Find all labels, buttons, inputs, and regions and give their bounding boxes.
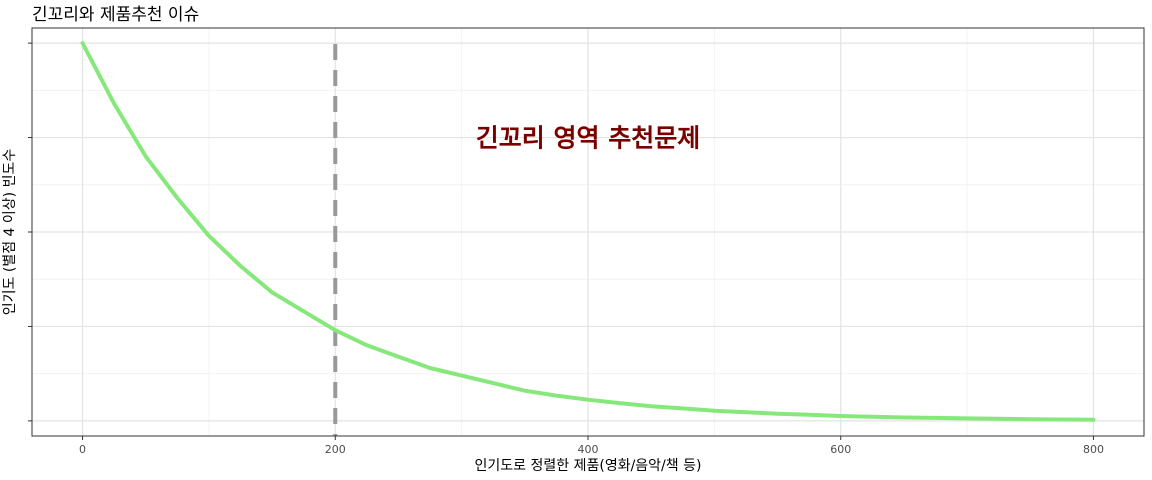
x-axis-ticks: 0 200 400 600 800 xyxy=(79,436,1104,456)
x-tick-label: 200 xyxy=(325,443,346,456)
chart-annotation: 긴꼬리 영역 추천문제 xyxy=(476,124,700,153)
y-axis-ticks xyxy=(28,42,32,422)
series-line xyxy=(80,41,1096,422)
x-tick-label: 0 xyxy=(79,443,86,456)
x-axis-label: 인기도로 정렬한 제품(영화/음악/책 등) xyxy=(475,458,702,474)
x-tick-label: 800 xyxy=(1083,443,1104,456)
x-tick-label: 600 xyxy=(830,443,851,456)
chart-title: 긴꼬리와 제품추천 이슈 xyxy=(32,5,199,25)
series-layer xyxy=(80,41,1096,422)
y-axis-label: 인기도 (별점 4 이상) 빈도수 xyxy=(2,149,18,316)
x-tick-label: 400 xyxy=(578,443,599,456)
grid xyxy=(32,28,1144,436)
